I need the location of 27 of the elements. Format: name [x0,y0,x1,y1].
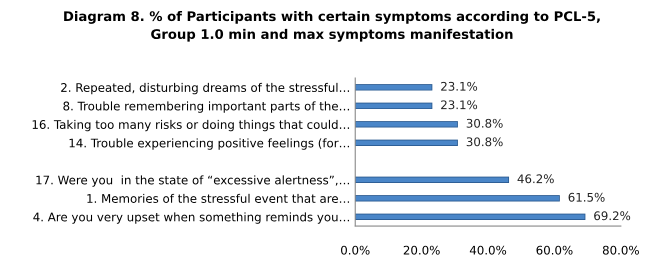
bar [355,84,432,91]
x-tick-label: 0.0% [341,246,370,255]
y-tick-label: 14. Trouble experiencing positive feelings (for… [70,138,350,150]
bar [355,121,458,128]
x-tick-label: 80.0% [602,246,639,255]
bar [355,176,510,184]
x-tick-label: 40.0% [470,246,506,255]
data-label: 69.2% [594,211,630,220]
data-label: 30.8% [466,137,503,146]
bar [355,195,560,202]
data-label: 30.8% [466,118,503,128]
y-tick-label: 8. Trouble remembering important parts of the… [63,101,350,113]
x-tick-label: 20.0% [404,246,440,255]
chart-title: Diagram 8. % of Participants with certain symptoms according to PCL-5, Group 1.0 min and max symptoms manifestation [64,10,600,42]
bar [355,102,432,110]
y-tick-label: 4. Are you very upset when something reminds you… [33,212,350,224]
data-label: 23.1% [441,82,478,91]
y-tick-label: 16. Taking too many risks or doing things that could… [32,120,350,132]
x-tick-label: 60.0% [536,246,573,255]
data-label: 61.5% [568,192,605,202]
y-tick-label: 2. Repeated, disturbing dreams of the stressful… [61,82,350,94]
y-tick-label: 17. Were you in the state of “excessive alertness”,… [36,175,350,187]
y-tick-label: 1. Memories of the stressful event that are… [87,194,350,203]
bar [355,140,458,146]
data-label: 46.2% [518,174,554,184]
bar [355,214,586,220]
data-label: 23.1% [441,100,478,110]
